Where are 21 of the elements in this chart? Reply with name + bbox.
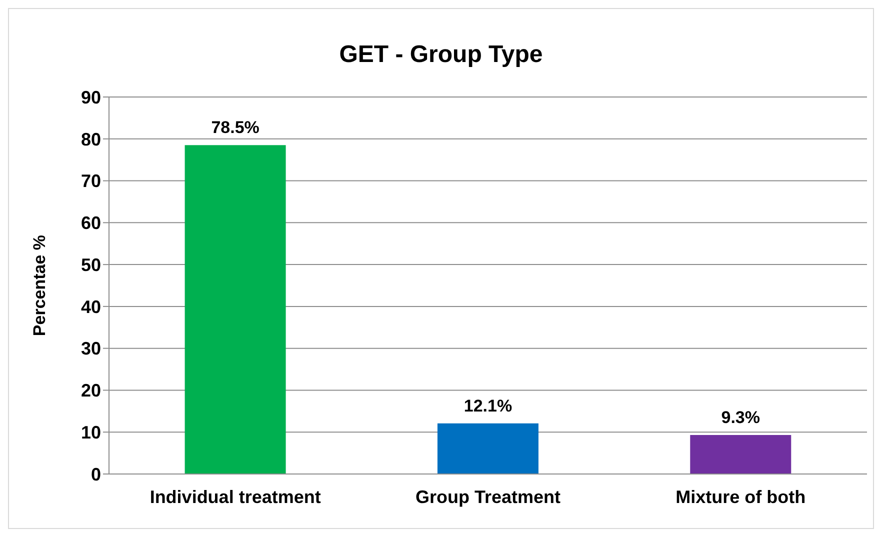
- y-tick-label: 40: [80, 296, 101, 317]
- data-label: 9.3%: [721, 408, 760, 428]
- y-tick-label: 80: [80, 129, 101, 150]
- y-tick-label: 0: [90, 464, 101, 484]
- data-label: 12.1%: [464, 396, 512, 416]
- y-tick-label: 90: [80, 87, 101, 108]
- bar: [184, 145, 286, 474]
- data-label: 78.5%: [211, 118, 260, 138]
- y-tick-label: 10: [80, 422, 101, 442]
- x-tick-label: Group Treatment: [415, 486, 561, 507]
- y-axis-title: Percentae %: [30, 234, 50, 336]
- chart-title: GET - Group Type: [338, 41, 544, 69]
- y-tick-label: 50: [80, 254, 101, 275]
- y-tick-label: 70: [80, 171, 101, 192]
- bar: [437, 423, 538, 474]
- x-tick-label: Mixture of both: [676, 486, 806, 507]
- y-tick-label: 30: [80, 338, 101, 359]
- bar: [690, 435, 792, 474]
- x-tick-label: Individual treatment: [150, 486, 321, 507]
- y-tick-label: 60: [80, 213, 101, 234]
- y-tick-label: 20: [80, 380, 101, 401]
